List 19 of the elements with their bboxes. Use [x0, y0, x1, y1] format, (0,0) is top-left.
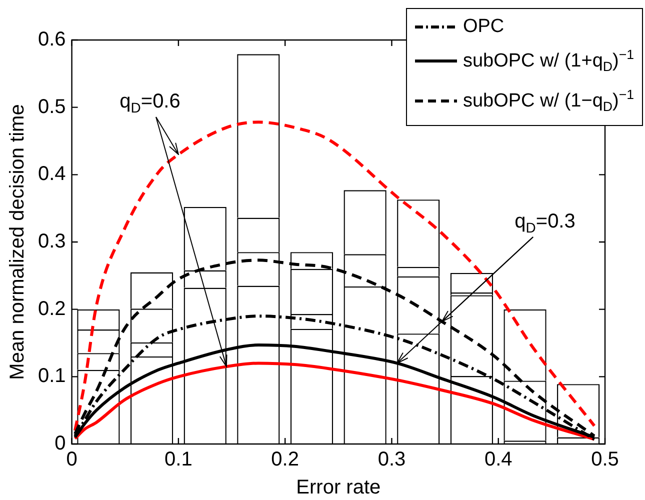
y-tick-label: 0.6	[38, 28, 66, 51]
legend-label: OPC	[462, 15, 504, 39]
annotation: q$_{D}$=0.6	[120, 90, 180, 116]
y-tick-label: 0.5	[38, 96, 66, 118]
y-tick-label: 0.2	[38, 298, 66, 320]
x-tick-label: 0.3	[378, 448, 406, 471]
y-tick-label: 0	[54, 432, 66, 455]
x-axis-title: Error rate	[296, 476, 381, 499]
x-tick-label: 0.1	[164, 448, 192, 471]
x-tick-label: 0.5	[591, 448, 619, 471]
y-axis-title: Mean normalized decision time	[6, 104, 29, 380]
y-tick-label: 0.1	[38, 365, 66, 388]
y-tick-label: 0.4	[38, 163, 66, 186]
annotation: q$_{D}$=0.3	[514, 210, 576, 236]
legend-label: subOPC w/ (1−q$_{D}$)$^{−1}$	[462, 86, 634, 116]
y-tick-label: 0.3	[38, 230, 66, 253]
legend-label: subOPC w/ (1+q$_{D}$)$^{−1}$	[462, 46, 634, 76]
x-tick-label: 0.2	[271, 448, 299, 471]
x-tick-label: 0.4	[484, 448, 512, 471]
